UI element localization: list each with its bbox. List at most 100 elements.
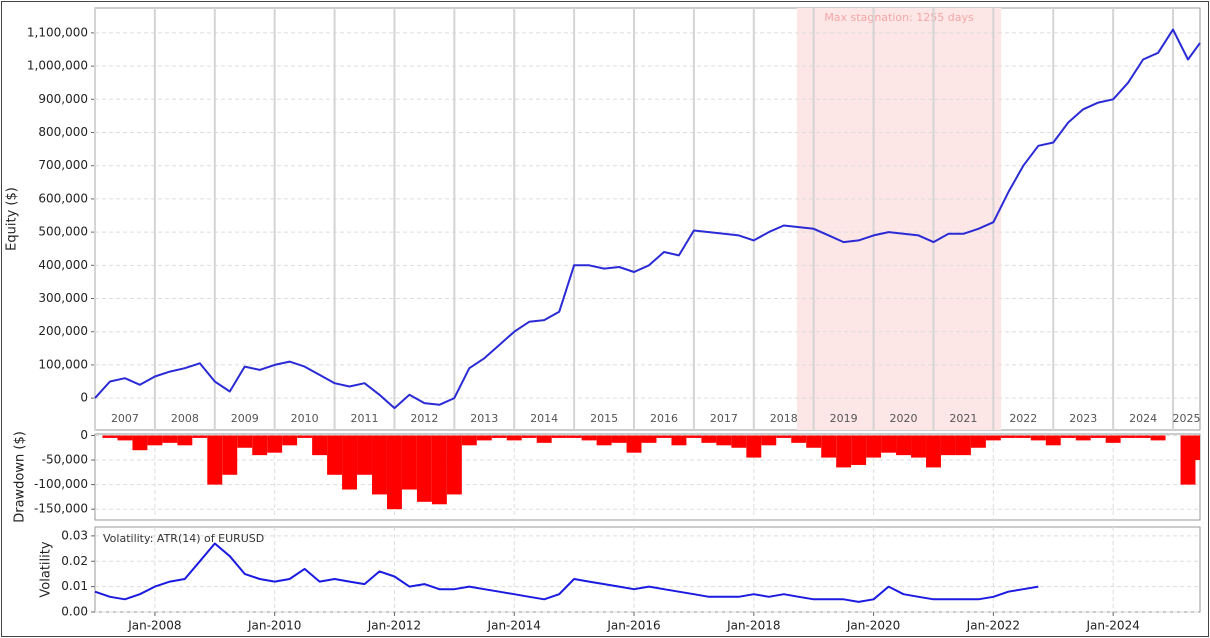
bar	[1075, 435, 1091, 441]
year-label: 2007	[111, 412, 139, 425]
stagnation-label: Max stagnation: 1255 days	[824, 11, 974, 24]
bar	[1105, 435, 1121, 443]
bar	[596, 435, 612, 446]
bar	[491, 435, 507, 438]
year-label: 2010	[291, 412, 319, 425]
bar	[147, 435, 163, 446]
y-tick-label: 100,000	[38, 357, 88, 371]
bar	[342, 435, 358, 490]
bar	[536, 435, 552, 443]
year-label: 2009	[231, 412, 259, 425]
bar	[851, 435, 867, 465]
bar	[746, 435, 762, 458]
bar	[671, 435, 687, 446]
y-tick-label: 400,000	[38, 258, 88, 272]
bar	[416, 435, 432, 502]
y-axis-label: Volatility	[39, 541, 54, 597]
bar	[1180, 435, 1196, 485]
bar	[1030, 435, 1046, 441]
bar	[926, 435, 941, 468]
bar	[132, 435, 148, 451]
bar	[656, 435, 672, 438]
x-tick-label: Jan-2016	[606, 619, 660, 633]
y-tick-label: 900,000	[38, 92, 88, 106]
bar	[1120, 435, 1136, 438]
y-tick-label: 200,000	[38, 324, 88, 338]
y-tick-label: -100,000	[34, 477, 88, 491]
y-tick-label: 500,000	[38, 225, 88, 239]
bar	[701, 435, 717, 443]
y-tick-label: 0.01	[61, 579, 88, 593]
bar	[955, 435, 971, 456]
x-tick-label: Jan-2014	[487, 619, 541, 633]
x-tick-label: Jan-2018	[726, 619, 780, 633]
line	[94, 542, 1039, 603]
plot-area	[94, 7, 1201, 431]
annotation: Volatility: ATR(14) of EURUSD	[103, 532, 264, 545]
y-axis-label: Drawdown ($)	[13, 431, 28, 523]
x-tick-label: Jan-2010	[247, 619, 301, 633]
bar	[731, 435, 747, 448]
bar	[1045, 435, 1061, 446]
year-label: 2015	[590, 412, 618, 425]
bar	[716, 435, 732, 446]
year-label: 2014	[530, 412, 558, 425]
bar	[1015, 435, 1031, 438]
bar	[431, 435, 447, 505]
bar	[761, 435, 777, 446]
bar	[401, 435, 417, 490]
bar	[970, 435, 986, 448]
bar	[626, 435, 642, 453]
bar	[641, 435, 657, 443]
stagnation-band	[796, 8, 1002, 430]
x-tick-label: Jan-2012	[367, 619, 421, 633]
bar	[1192, 435, 1200, 461]
y-tick-label: 700,000	[38, 158, 88, 172]
bar	[327, 435, 343, 475]
y-tick-label: 0	[80, 391, 88, 405]
bar	[1000, 435, 1016, 438]
bar	[102, 435, 118, 438]
bar	[611, 435, 627, 443]
bar	[806, 435, 822, 448]
bar	[267, 435, 283, 453]
bar	[461, 435, 477, 446]
year-label: 2018	[770, 412, 798, 425]
bar	[581, 435, 597, 441]
y-tick-label: 0.02	[61, 554, 88, 568]
bar	[282, 435, 298, 446]
bar	[881, 435, 897, 453]
year-label: 2025	[1173, 412, 1201, 425]
y-tick-label: -150,000	[34, 502, 88, 516]
bar	[566, 435, 582, 438]
bar	[357, 435, 372, 475]
y-tick-label: 600,000	[38, 191, 88, 205]
year-label: 2023	[1069, 412, 1097, 425]
bar	[791, 435, 807, 443]
plot-area	[94, 526, 1201, 613]
y-tick-label: 0.03	[61, 528, 88, 542]
bar	[476, 435, 492, 441]
y-tick-label: 1,100,000	[27, 25, 88, 39]
x-tick-label: Jan-2020	[846, 619, 900, 633]
x-tick-label: Jan-2022	[966, 619, 1020, 633]
y-tick-label: 300,000	[38, 291, 88, 305]
bar	[446, 435, 462, 495]
x-tick-label: Jan-2024	[1085, 619, 1139, 633]
year-label: 2012	[410, 412, 438, 425]
bar	[372, 435, 387, 495]
bar	[776, 435, 792, 438]
y-tick-label: 0	[80, 428, 88, 442]
bar	[1135, 435, 1151, 438]
bar	[821, 435, 837, 458]
bar	[506, 435, 522, 441]
year-label: 2008	[171, 412, 199, 425]
bar	[162, 435, 178, 443]
bar	[940, 435, 956, 456]
bar	[686, 435, 702, 438]
bar	[866, 435, 882, 458]
bar	[1090, 435, 1106, 438]
line	[94, 28, 1201, 410]
year-label: 2017	[710, 412, 738, 425]
